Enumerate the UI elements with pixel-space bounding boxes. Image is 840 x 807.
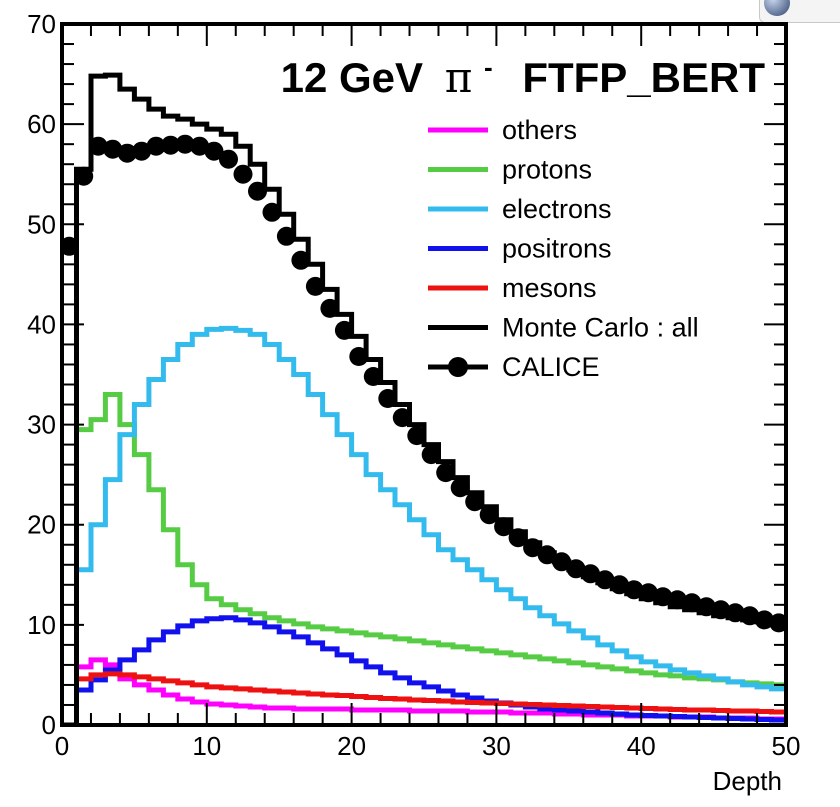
legend-label: positrons (502, 234, 612, 264)
calice-point (88, 136, 108, 156)
legend-entry-monte-carlo-all: Monte Carlo : all (428, 313, 699, 343)
legend-entry-positrons: positrons (428, 234, 612, 264)
calice-point (725, 603, 745, 623)
title-particle: π (445, 53, 473, 102)
calice-point (392, 408, 412, 428)
calice-point (624, 580, 644, 600)
calice-point (363, 367, 383, 386)
calice-point (508, 528, 528, 548)
calice-point (175, 134, 195, 154)
calice-point (349, 347, 369, 366)
calice-point (479, 505, 499, 525)
legend-entry-others: others (428, 115, 577, 145)
calice-point (103, 139, 123, 159)
legend-entry-protons: protons (428, 155, 592, 185)
series-protons-line (62, 392, 786, 725)
calice-point (161, 135, 181, 155)
calice-point (132, 141, 152, 161)
legend-label: Monte Carlo : all (502, 313, 699, 343)
calice-point (276, 226, 296, 246)
legend-label: protons (502, 155, 592, 185)
y-tick-label: 70 (27, 9, 56, 39)
x-tick-label: 0 (55, 731, 69, 761)
y-tick-label: 50 (27, 209, 56, 239)
calice-point (740, 606, 760, 626)
calice-point (190, 136, 210, 156)
calice-point (552, 552, 572, 572)
chart-title: 12 GeV π - FTFP_BERT (281, 38, 766, 102)
calice-point (248, 181, 267, 201)
title-physics-list: FTFP_BERT (522, 54, 765, 101)
calice-point (494, 517, 514, 537)
calice-point (610, 575, 629, 595)
x-axis-label: Depth (713, 766, 782, 796)
series-mesons-line (62, 671, 786, 725)
y-tick-label: 10 (27, 610, 56, 640)
calice-point (334, 320, 354, 340)
x-tick-label: 40 (627, 731, 656, 761)
series-layer (62, 72, 786, 725)
legend-label: others (502, 115, 577, 145)
calice-point (465, 492, 485, 512)
calice-point (117, 143, 137, 163)
legend-marker (448, 357, 468, 377)
calice-point (74, 166, 94, 186)
series-positrons-line (62, 615, 786, 725)
calice-point (581, 564, 600, 584)
calice-point (595, 570, 615, 590)
series-monte-carlo-all-line (62, 72, 786, 725)
calice-point (421, 445, 441, 465)
legend: others protons electrons positrons mesons Mon… (428, 115, 699, 382)
calice-point (291, 250, 311, 270)
legend-entry-calice: CALICE (428, 352, 600, 382)
series-electrons-line (62, 325, 786, 725)
legend-label: mesons (502, 273, 597, 303)
legend-label: CALICE (502, 352, 600, 382)
title-energy: 12 GeV (281, 54, 423, 101)
calice-point (320, 298, 340, 318)
calice-point (146, 136, 166, 156)
toolbar-widget[interactable] (759, 0, 840, 23)
x-tick-label: 20 (337, 731, 366, 761)
title-charge: - (484, 52, 493, 82)
calice-point (262, 202, 282, 222)
calice-point (696, 597, 716, 617)
calice-point (450, 478, 470, 498)
calice-point (667, 590, 687, 610)
y-tick-label: 60 (27, 109, 56, 139)
calice-markers (62, 134, 786, 633)
calice-point (62, 236, 79, 256)
calice-point (682, 593, 702, 613)
calice-point (523, 538, 543, 558)
y-tick-label: 20 (27, 510, 56, 540)
legend-entry-electrons: electrons (428, 194, 612, 224)
y-tick-label: 0 (42, 710, 56, 740)
calice-point (653, 587, 673, 607)
calice-point (407, 426, 427, 446)
calice-point (219, 149, 238, 169)
axes: 0 10 20 30 40 50 0 10 20 30 40 50 60 70 (27, 9, 800, 761)
calice-point (638, 583, 658, 603)
calice-point (537, 545, 557, 565)
calice-point (204, 141, 224, 161)
globe-icon (764, 0, 790, 16)
calice-point (436, 463, 456, 483)
calice-point (711, 600, 731, 620)
legend-entry-mesons: mesons (428, 273, 597, 303)
legend-label: electrons (502, 194, 612, 224)
calice-point (566, 559, 586, 579)
calice-point (233, 164, 253, 184)
y-tick-label: 30 (27, 410, 56, 440)
calice-point (305, 276, 325, 296)
x-tick-label: 30 (482, 731, 511, 761)
x-tick-label: 50 (772, 731, 801, 761)
y-tick-label: 40 (27, 309, 56, 339)
calice-point (769, 613, 786, 633)
x-tick-label: 10 (192, 731, 221, 761)
plot-frame (60, 22, 788, 727)
calice-point (378, 389, 398, 408)
